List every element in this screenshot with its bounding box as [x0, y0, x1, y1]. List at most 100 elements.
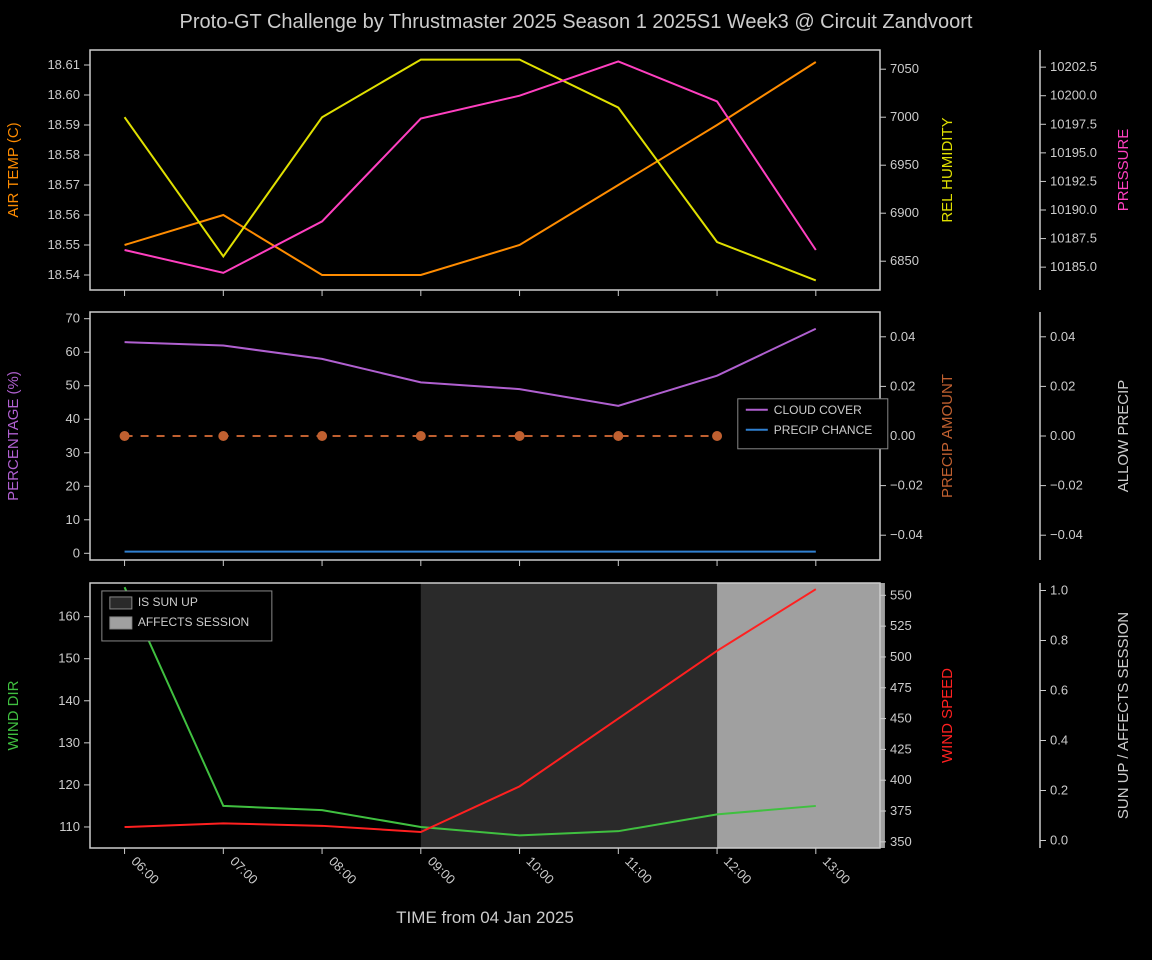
- ytick-left: 160: [58, 609, 80, 624]
- ytick-r2: 10192.5: [1050, 173, 1097, 188]
- ytick-r1: 475: [890, 680, 912, 695]
- marker: [317, 431, 327, 441]
- ytick-r1: 6850: [890, 253, 919, 268]
- xtick-label: 10:00: [523, 854, 557, 888]
- ytick-left: 18.57: [47, 177, 80, 192]
- ytick-r2: 10185.0: [1050, 259, 1097, 274]
- ylabel-left: AIR TEMP (C): [5, 122, 22, 217]
- ylabel-left: WIND DIR: [5, 680, 22, 750]
- shade-region: [421, 583, 717, 848]
- ytick-r1: 375: [890, 803, 912, 818]
- panel-p3: 110 120 130 140 150 160 WIND DIR 350 375 400 425 45…: [5, 583, 1132, 888]
- ytick-r1: 550: [890, 587, 912, 602]
- ytick-left: 10: [66, 512, 80, 527]
- legend-label: AFFECTS SESSION: [138, 615, 249, 629]
- legend-swatch: [110, 617, 132, 629]
- ytick-r1: 6950: [890, 157, 919, 172]
- ylabel-r2: ALLOW PRECIP: [1115, 380, 1132, 493]
- ytick-r2: 10197.5: [1050, 116, 1097, 131]
- xtick-label: 06:00: [128, 854, 162, 888]
- ytick-r1: 7000: [890, 109, 919, 124]
- xtick-label: 07:00: [227, 854, 261, 888]
- ylabel-r1: PRECIP AMOUNT: [939, 374, 956, 498]
- marker: [218, 431, 228, 441]
- ytick-r2: 10195.0: [1050, 145, 1097, 160]
- ytick-r1: −0.04: [890, 527, 923, 542]
- ylabel-r2: SUN UP / AFFECTS SESSION: [1115, 612, 1132, 819]
- ylabel-left: PERCENTAGE (%): [5, 371, 22, 501]
- ytick-r1: 0.04: [890, 329, 915, 344]
- series-humidity: [125, 60, 816, 281]
- ylabel-r2: PRESSURE: [1115, 129, 1132, 212]
- ytick-left: 18.58: [47, 147, 80, 162]
- ytick-r2: 0.2: [1050, 783, 1068, 798]
- xtick-label: 13:00: [820, 854, 854, 888]
- ytick-left: 20: [66, 478, 80, 493]
- legend-label: PRECIP CHANCE: [774, 423, 872, 437]
- ytick-r2: 0.02: [1050, 378, 1075, 393]
- ytick-left: 140: [58, 693, 80, 708]
- ytick-left: 150: [58, 651, 80, 666]
- ytick-left: 18.54: [47, 267, 80, 282]
- legend-label: CLOUD COVER: [774, 403, 862, 417]
- ytick-r1: 525: [890, 618, 912, 633]
- ytick-r2: 0.8: [1050, 633, 1068, 648]
- panel-p1: 18.54 18.55 18.56 18.57 18.58 18.59 18.60 18.61…: [5, 50, 1132, 296]
- ytick-r2: −0.04: [1050, 527, 1083, 542]
- ytick-left: 18.59: [47, 117, 80, 132]
- ytick-r2: 0.04: [1050, 329, 1075, 344]
- ytick-left: 30: [66, 445, 80, 460]
- ytick-r2: 10202.5: [1050, 59, 1097, 74]
- ytick-r1: 450: [890, 711, 912, 726]
- shade-region: [717, 583, 885, 848]
- ytick-r1: 350: [890, 834, 912, 849]
- ytick-left: 18.56: [47, 207, 80, 222]
- ytick-left: 70: [66, 311, 80, 326]
- ytick-left: 120: [58, 777, 80, 792]
- ytick-left: 60: [66, 344, 80, 359]
- ytick-r1: 7050: [890, 61, 919, 76]
- ytick-r1: −0.02: [890, 478, 923, 493]
- legend-swatch: [110, 597, 132, 609]
- ytick-r1: 0.00: [890, 428, 915, 443]
- ytick-r1: 500: [890, 649, 912, 664]
- ytick-r1: 425: [890, 741, 912, 756]
- ytick-r2: 1.0: [1050, 583, 1068, 598]
- ytick-left: 0: [73, 545, 80, 560]
- ytick-r2: 0.0: [1050, 833, 1068, 848]
- ytick-r2: 0.4: [1050, 733, 1068, 748]
- ytick-left: 18.55: [47, 237, 80, 252]
- ytick-r2: 10190.0: [1050, 202, 1097, 217]
- ytick-r2: 0.6: [1050, 683, 1068, 698]
- chart-title: Proto-GT Challenge by Thrustmaster 2025 …: [180, 11, 973, 33]
- series-cloud-cover: [125, 329, 816, 406]
- ytick-left: 40: [66, 411, 80, 426]
- xtick-label: 11:00: [622, 854, 655, 887]
- ytick-r2: −0.02: [1050, 478, 1083, 493]
- weather-chart: Proto-GT Challenge by Thrustmaster 2025 …: [0, 0, 1152, 960]
- ytick-left: 18.60: [47, 87, 80, 102]
- xtick-label: 08:00: [326, 854, 360, 888]
- legend-label: IS SUN UP: [138, 595, 198, 609]
- ylabel-r1: REL HUMIDITY: [939, 117, 956, 222]
- xtick-label: 12:00: [721, 854, 755, 888]
- marker: [712, 431, 722, 441]
- ytick-r2: 10187.5: [1050, 231, 1097, 246]
- panel-p2: 0 10 20 30 40 50 60 70 PERCENTAGE (%) −0.04 −0.02 0…: [5, 311, 1132, 566]
- marker: [613, 431, 623, 441]
- ytick-left: 50: [66, 378, 80, 393]
- ytick-r1: 6900: [890, 205, 919, 220]
- ytick-r2: 0.00: [1050, 428, 1075, 443]
- marker: [416, 431, 426, 441]
- xtick-label: 09:00: [425, 854, 459, 888]
- marker: [515, 431, 525, 441]
- series-pressure: [125, 61, 816, 272]
- ytick-left: 110: [59, 819, 80, 834]
- marker: [120, 431, 130, 441]
- ytick-left: 130: [58, 735, 80, 750]
- xlabel: TIME from 04 Jan 2025: [396, 908, 574, 927]
- ylabel-r1: WIND SPEED: [939, 668, 956, 763]
- ytick-left: 18.61: [47, 57, 80, 72]
- ytick-r2: 10200.0: [1050, 88, 1097, 103]
- ytick-r1: 400: [890, 772, 912, 787]
